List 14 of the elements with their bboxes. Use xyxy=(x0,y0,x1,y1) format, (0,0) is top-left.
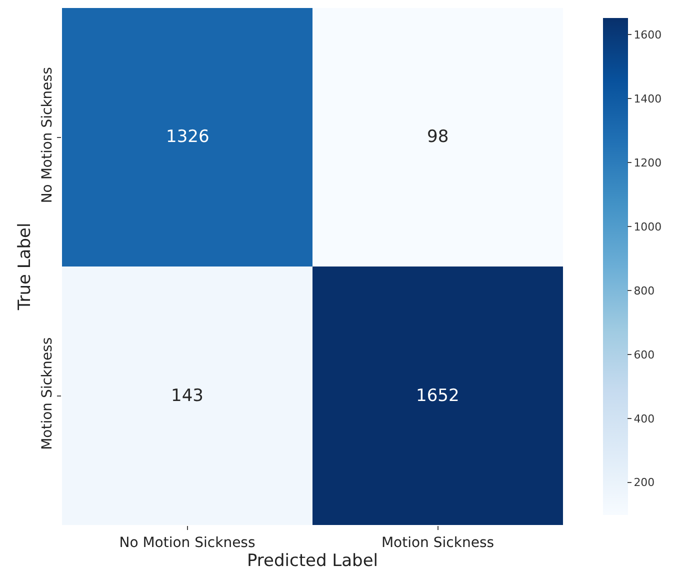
y-axis-title: True Label xyxy=(14,222,35,312)
color-bar-label: 1000 xyxy=(634,220,662,234)
color-bar-label: 200 xyxy=(634,476,655,490)
data-label: 1652 xyxy=(416,386,460,406)
color-bar-label: 1600 xyxy=(634,28,662,42)
x-axis-title: Predicted Label xyxy=(246,551,378,572)
color-bar-label: 800 xyxy=(634,284,655,298)
data-label: 1326 xyxy=(166,127,210,147)
data-label: 143 xyxy=(171,386,204,406)
color-bar-label: 600 xyxy=(634,348,655,362)
color-bar-label: 1400 xyxy=(634,92,662,106)
data-label: 98 xyxy=(427,127,449,147)
color-bar-label: 400 xyxy=(634,412,655,426)
color-bar-label: 1200 xyxy=(634,156,662,170)
